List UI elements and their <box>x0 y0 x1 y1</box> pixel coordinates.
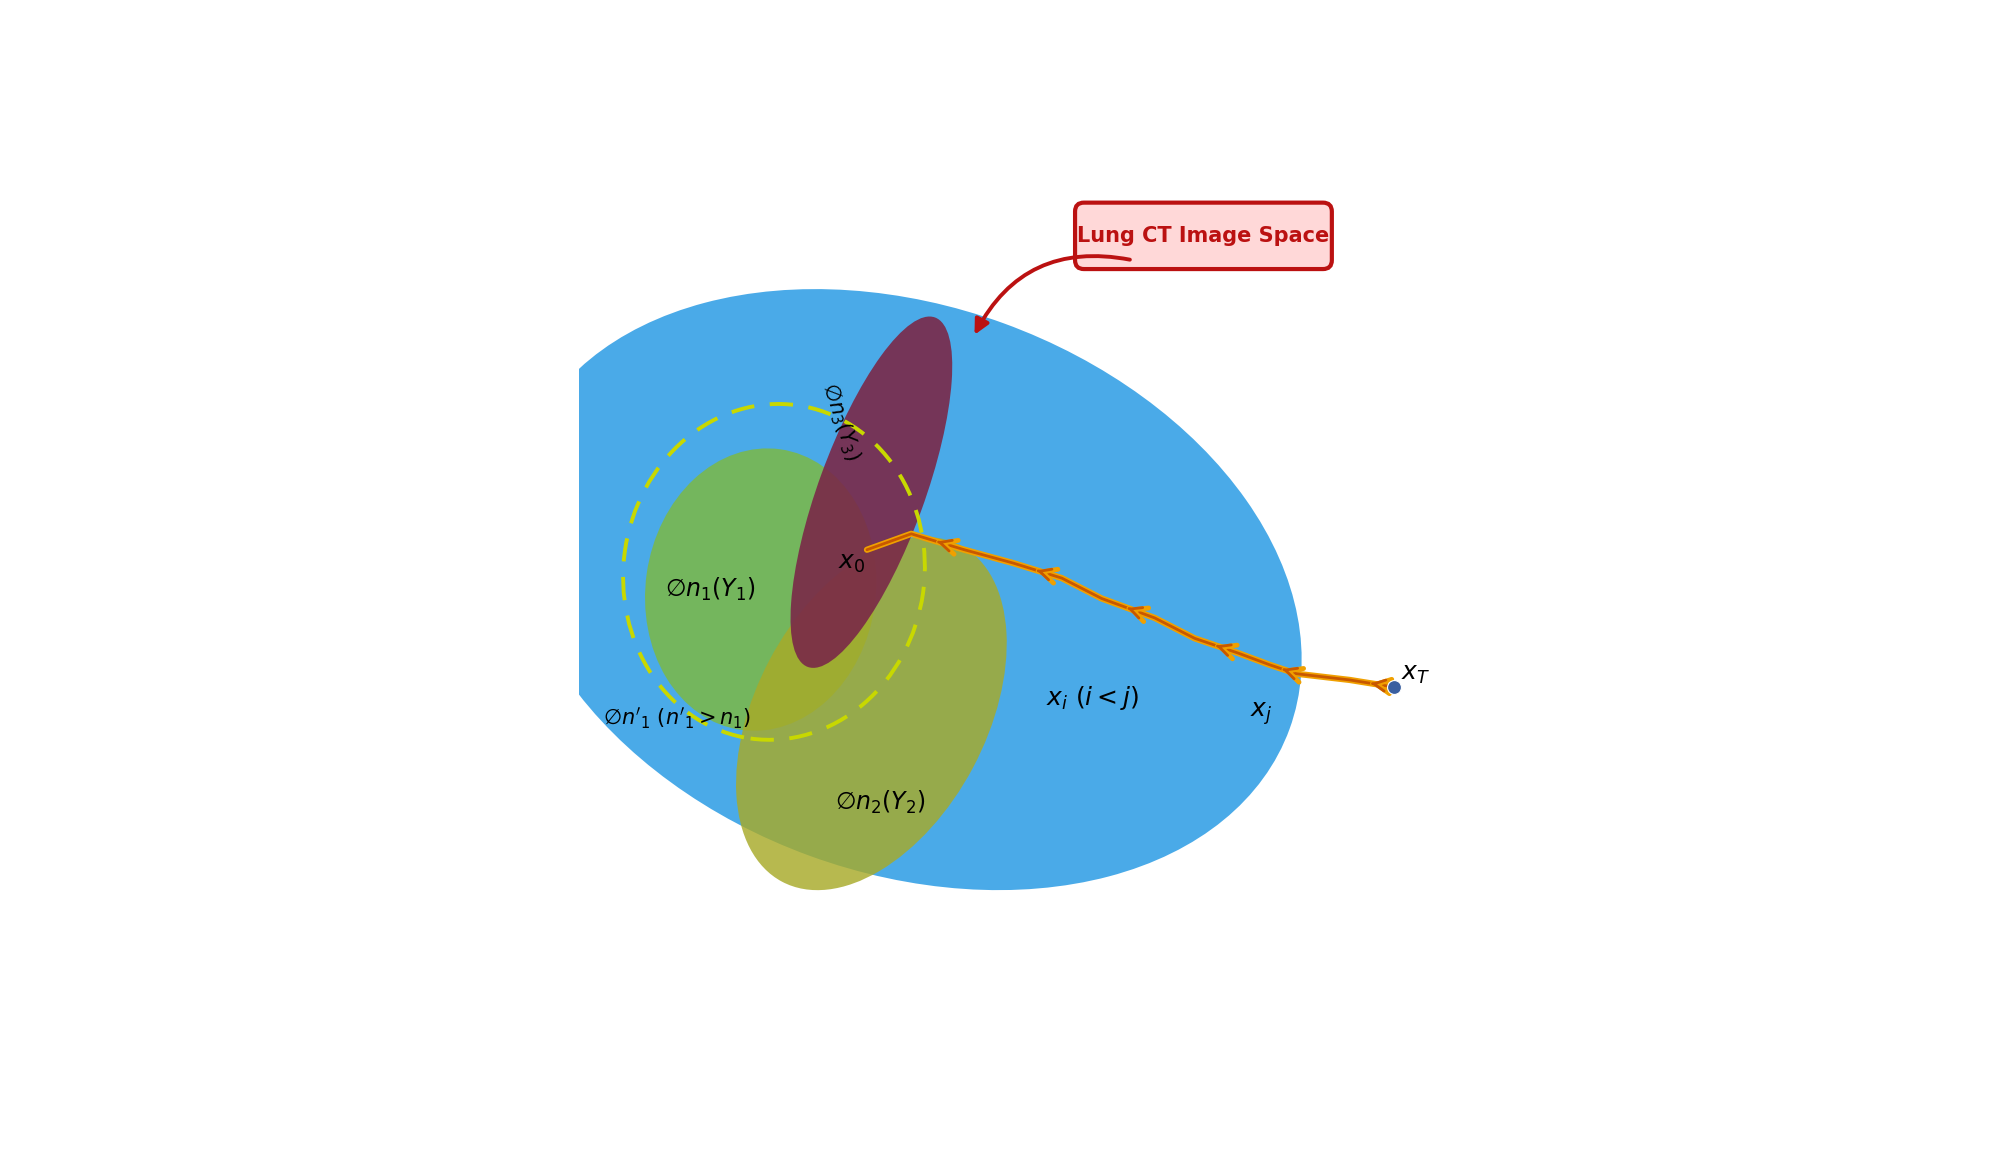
Text: $x_i\ (i<j)$: $x_i\ (i<j)$ <box>1047 683 1139 712</box>
Text: $\emptyset n'_1\ (n'_1>n_1)$: $\emptyset n'_1\ (n'_1>n_1)$ <box>602 705 750 730</box>
Text: $\emptyset n_1(Y_1)$: $\emptyset n_1(Y_1)$ <box>664 576 756 604</box>
Text: $x_j$: $x_j$ <box>1250 700 1272 727</box>
Text: $\emptyset n_3(Y_3)$: $\emptyset n_3(Y_3)$ <box>818 380 863 463</box>
Ellipse shape <box>512 289 1302 890</box>
Ellipse shape <box>790 316 953 668</box>
Ellipse shape <box>644 448 877 730</box>
Point <box>1378 677 1410 696</box>
Text: $x_0$: $x_0$ <box>837 551 865 575</box>
FancyBboxPatch shape <box>1075 202 1332 269</box>
Ellipse shape <box>736 537 1007 890</box>
Text: $\emptyset n_2(Y_2)$: $\emptyset n_2(Y_2)$ <box>835 789 925 815</box>
Text: $x_T$: $x_T$ <box>1402 661 1430 685</box>
Text: Lung CT Image Space: Lung CT Image Space <box>1077 225 1330 246</box>
FancyArrowPatch shape <box>977 256 1131 331</box>
